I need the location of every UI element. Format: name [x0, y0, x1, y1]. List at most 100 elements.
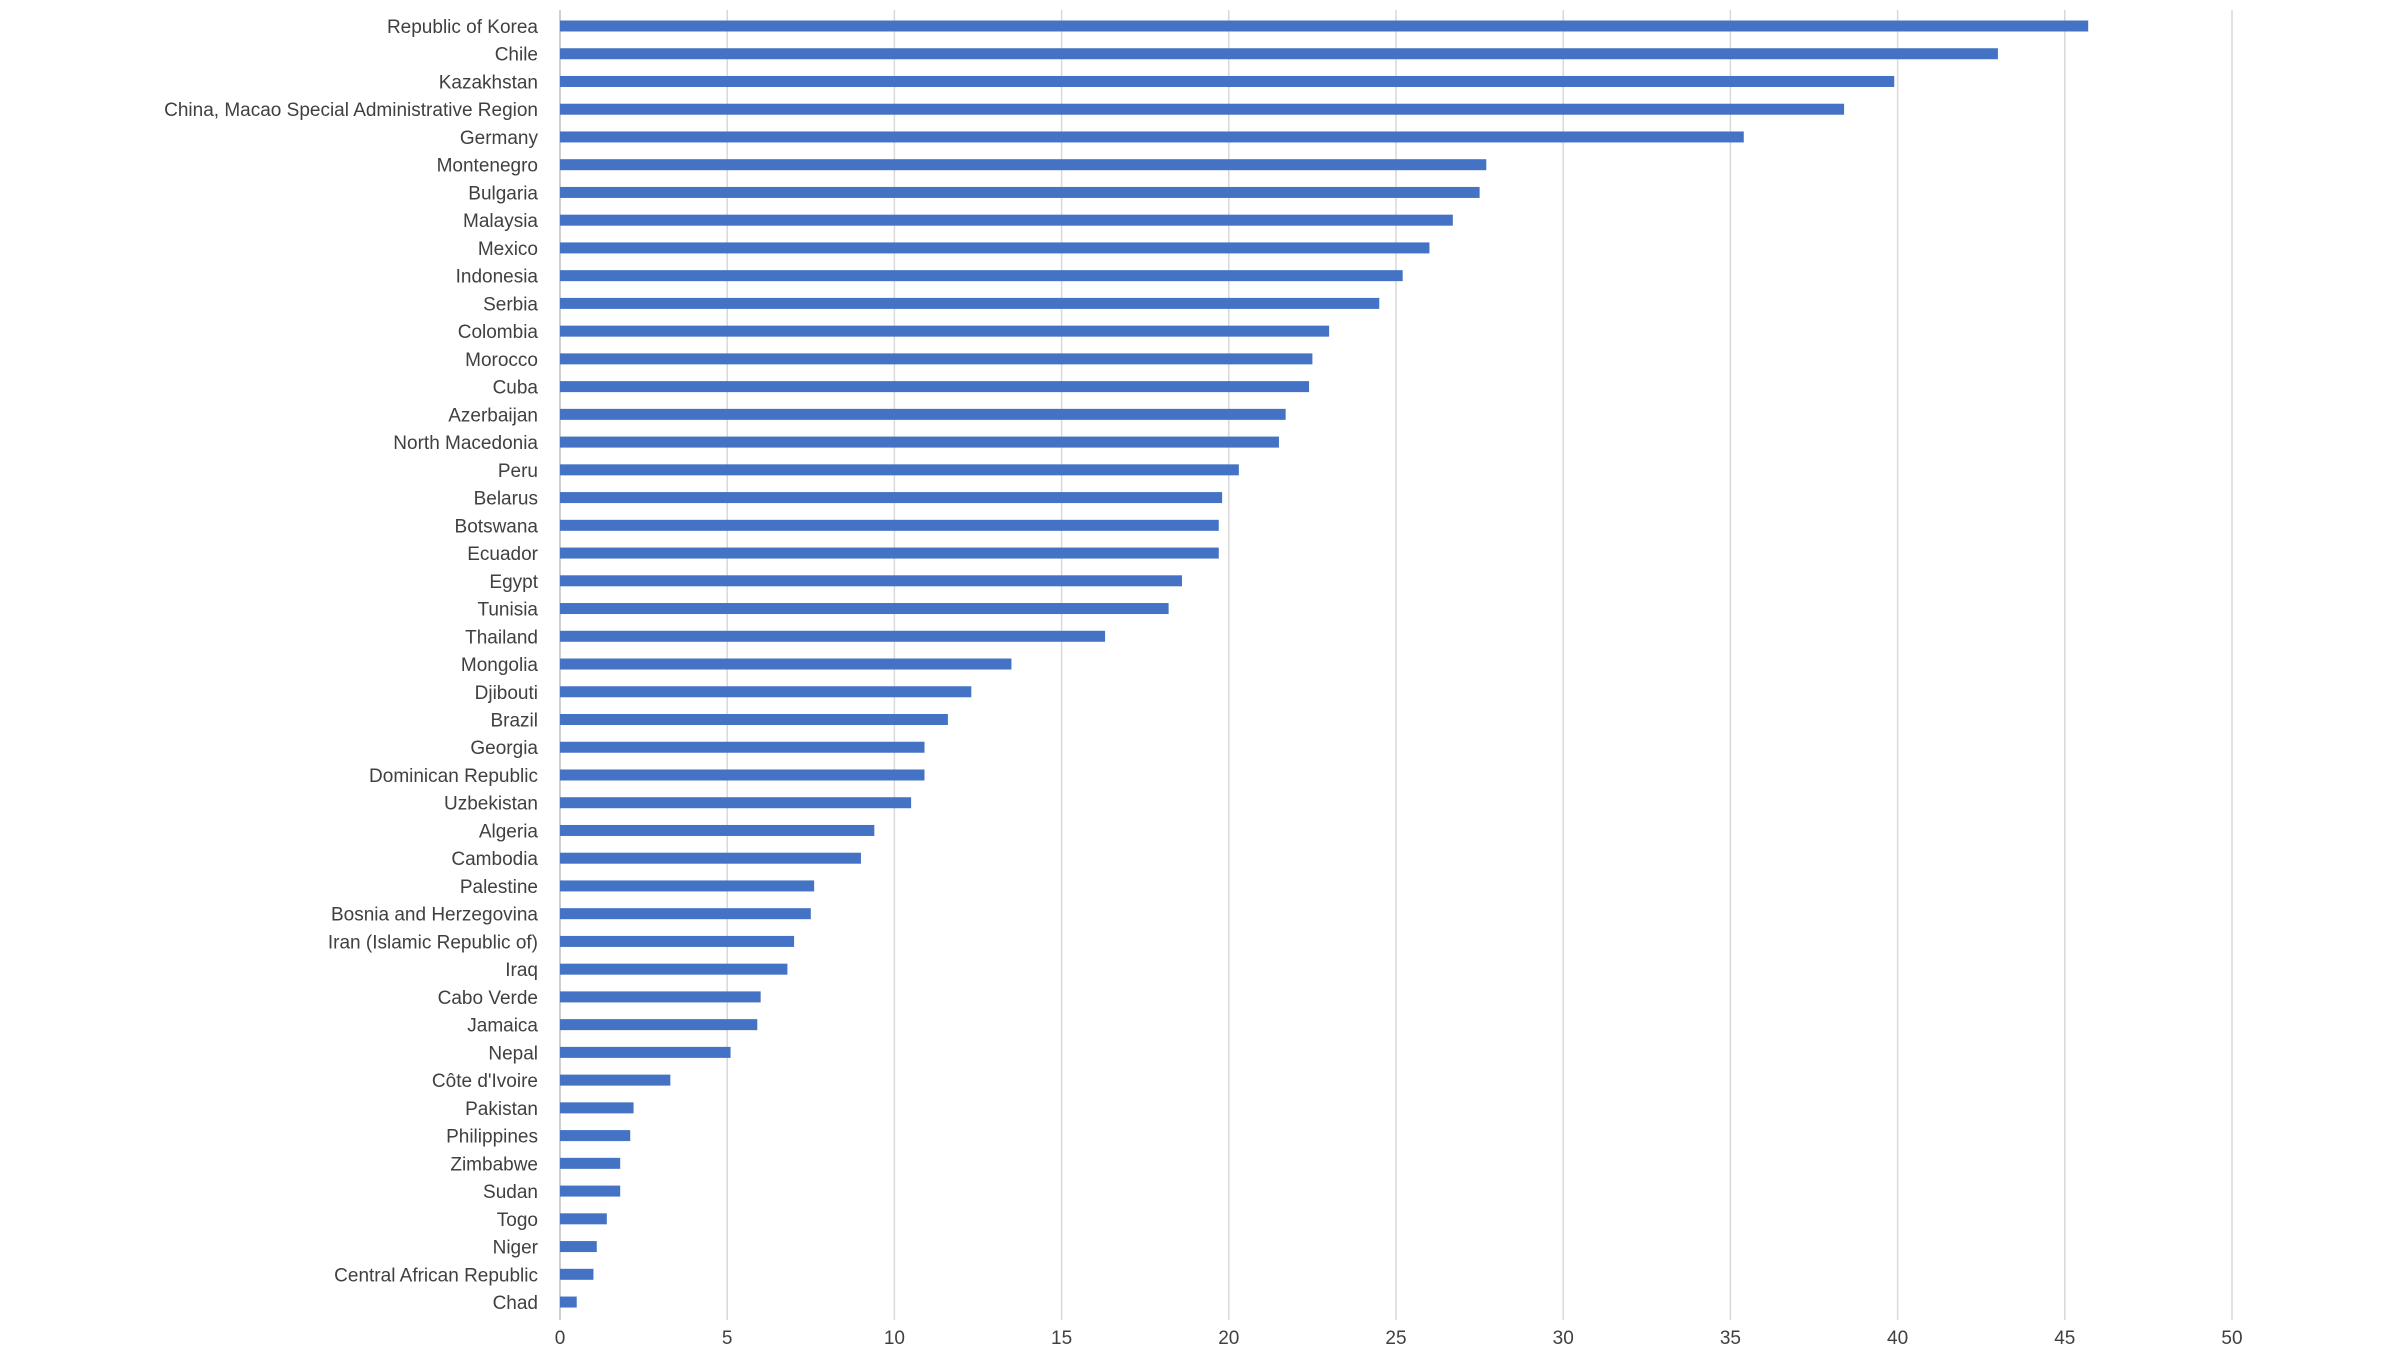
- category-label: Chile: [495, 45, 538, 66]
- bar: [560, 492, 1223, 504]
- category-label: Colombia: [458, 322, 539, 343]
- bar: [560, 242, 1430, 254]
- bar: [560, 186, 1480, 198]
- bar: [560, 159, 1487, 171]
- x-tick-label: 10: [884, 1328, 905, 1349]
- bar: [560, 1241, 597, 1253]
- x-tick-label: 15: [1051, 1328, 1072, 1349]
- x-tick-label: 40: [1887, 1328, 1908, 1349]
- bar: [560, 797, 912, 809]
- bar: [560, 103, 1845, 115]
- category-label: Ecuador: [467, 544, 538, 565]
- bar: [560, 131, 1744, 143]
- bar: [560, 935, 795, 947]
- category-label: Peru: [498, 461, 538, 482]
- category-label: Bosnia and Herzegovina: [331, 905, 538, 926]
- category-label: Uzbekistan: [444, 794, 538, 815]
- category-label: Georgia: [470, 738, 538, 759]
- category-label: Jamaica: [467, 1016, 538, 1037]
- category-label: Kazakhstan: [439, 72, 538, 93]
- category-label: Malaysia: [463, 211, 538, 232]
- bar: [560, 908, 811, 920]
- bar: [560, 1130, 631, 1142]
- category-label: Iran (Islamic Republic of): [328, 932, 538, 953]
- x-tick-label: 50: [2221, 1328, 2242, 1349]
- category-label: Nepal: [488, 1043, 538, 1064]
- bar: [560, 769, 925, 781]
- bar: [560, 1296, 577, 1308]
- bar: [560, 852, 861, 864]
- bar: [560, 519, 1219, 531]
- bar: [560, 1185, 621, 1197]
- category-label: Montenegro: [437, 156, 538, 177]
- category-label: North Macedonia: [393, 433, 538, 454]
- bar: [560, 547, 1219, 559]
- category-label: Bulgaria: [468, 183, 538, 204]
- bar: [560, 963, 788, 975]
- x-tick-label: 5: [722, 1328, 733, 1349]
- category-label: Botswana: [455, 516, 539, 537]
- category-label: Palestine: [460, 877, 538, 898]
- category-label: China, Macao Special Administrative Regi…: [164, 100, 538, 121]
- bar: [560, 1213, 607, 1225]
- bar: [560, 1074, 671, 1086]
- category-label: Mongolia: [461, 655, 539, 676]
- bar: [560, 20, 2089, 32]
- x-tick-label: 25: [1385, 1328, 1406, 1349]
- category-label: Republic of Korea: [387, 17, 538, 38]
- category-label: Iraq: [505, 960, 538, 981]
- category-label: Brazil: [490, 711, 538, 732]
- category-label: Côte d'Ivoire: [432, 1071, 538, 1092]
- x-tick-label: 45: [2054, 1328, 2075, 1349]
- bar: [560, 741, 925, 753]
- x-tick-label: 35: [1720, 1328, 1741, 1349]
- bar: [560, 603, 1169, 615]
- category-label: Belarus: [474, 489, 538, 510]
- bar: [560, 75, 1895, 87]
- category-label: Azerbaijan: [448, 405, 538, 426]
- category-label: Niger: [493, 1238, 539, 1259]
- category-label: Tunisia: [477, 600, 538, 621]
- category-label: Djibouti: [475, 683, 538, 704]
- bar: [560, 630, 1106, 642]
- category-label: Central African Republic: [334, 1265, 538, 1286]
- category-label: Zimbabwe: [450, 1154, 538, 1175]
- bar: [560, 325, 1330, 337]
- x-tick-label: 20: [1218, 1328, 1239, 1349]
- bar: [560, 214, 1453, 226]
- category-label: Togo: [497, 1210, 538, 1231]
- category-label: Chad: [493, 1293, 538, 1314]
- x-tick-label: 0: [555, 1328, 566, 1349]
- bar: [560, 48, 1998, 60]
- category-label: Thailand: [465, 627, 538, 648]
- bar: [560, 1157, 621, 1169]
- bar: [560, 353, 1313, 365]
- category-label: Pakistan: [465, 1099, 538, 1120]
- category-label: Indonesia: [456, 267, 539, 288]
- bar: [560, 658, 1012, 670]
- category-label: Morocco: [465, 350, 538, 371]
- bar: [560, 880, 815, 892]
- bar: [560, 714, 948, 725]
- category-label: Mexico: [478, 239, 538, 260]
- bar: [560, 381, 1310, 393]
- bar: [560, 686, 972, 698]
- bar: [560, 575, 1182, 587]
- category-label: Egypt: [489, 572, 538, 593]
- category-label: Cuba: [493, 378, 539, 399]
- category-label: Sudan: [483, 1182, 538, 1203]
- bar: [560, 991, 761, 1003]
- x-tick-label: 30: [1553, 1328, 1574, 1349]
- bar: [560, 1102, 634, 1114]
- bar: [560, 1046, 731, 1058]
- category-label: Cambodia: [451, 849, 538, 870]
- category-label: Algeria: [479, 821, 539, 842]
- category-label: Serbia: [483, 294, 538, 315]
- category-label: Cabo Verde: [438, 988, 538, 1009]
- bar: [560, 297, 1380, 309]
- bar: [560, 1268, 594, 1280]
- category-label: Dominican Republic: [369, 766, 538, 787]
- bar: [560, 464, 1239, 476]
